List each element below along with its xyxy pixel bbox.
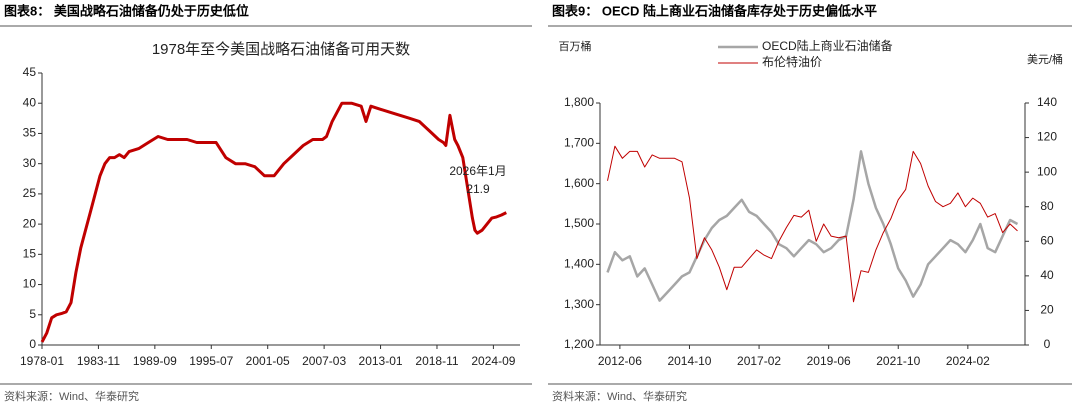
legend-label: 布伦特油价 [762,54,822,69]
y-tick-label: 1,700 [564,136,594,150]
y-tick-label: 40 [23,95,37,109]
header: 图表9： OECD 陆上商业石油储备库存处于历史偏低水平 [552,3,877,18]
x-tick-label: 2024-09 [471,354,515,368]
y-tick-label: 20 [23,216,37,230]
y2-tick-label: 20 [1040,303,1054,317]
y-tick-label: 1,200 [564,337,594,351]
source: 资料来源：Wind、华泰研究 [552,389,687,403]
y-tick-label: 1,500 [564,216,594,230]
y-tick-label: 0 [29,337,36,351]
y-tick-label: 30 [23,156,37,170]
y2-tick-label: 80 [1040,199,1054,213]
y-tick-label: 5 [29,307,36,321]
header: 图表8： 美国战略石油储备仍处于历史低位 [4,3,249,18]
y2-tick-label: 140 [1037,95,1057,109]
y2-tick-label: 40 [1040,268,1054,282]
x-tick-label: 2017-02 [737,354,781,368]
y2-tick-label: 0 [1044,337,1051,351]
source: 资料来源：Wind、华泰研究 [4,389,139,403]
x-tick-label: 2012-06 [598,354,642,368]
y2-axis-label: 美元/桶 [1027,52,1063,66]
x-tick-label: 1983-11 [77,354,120,368]
y2-tick-label: 100 [1037,164,1057,178]
y2-tick-label: 60 [1040,233,1054,247]
y-tick-label: 25 [23,186,37,200]
y-tick-label: 1,800 [564,95,594,109]
y-tick-label: 1,300 [564,297,594,311]
annotation: 21.9 [466,182,490,196]
y-tick-label: 45 [23,65,37,79]
y2-tick-label: 120 [1037,130,1057,144]
y-tick-label: 1,400 [564,257,594,271]
x-tick-label: 1978-01 [20,354,64,368]
series-line [607,145,1018,303]
x-tick-label: 2014-10 [667,354,711,368]
y-tick-label: 35 [23,126,37,140]
x-tick-label: 2021-10 [876,354,920,368]
x-tick-label: 2024-02 [946,354,990,368]
x-tick-label: 2018-11 [415,354,458,368]
series-line [606,150,1019,302]
y-axis-label: 百万桶 [559,39,592,53]
series-line [40,101,507,343]
y-tick-label: 10 [23,277,37,291]
chart-title: 1978年至今美国战略石油储备可用天数 [152,41,410,58]
y-tick-label: 15 [23,247,37,261]
x-tick-label: 1989-09 [133,354,177,368]
annotation: 2026年1月 [449,164,506,178]
x-tick-label: 2001-05 [246,354,290,368]
x-tick-label: 2007-03 [302,354,346,368]
legend-label: OECD陆上商业石油储备 [762,38,893,53]
x-tick-label: 2019-06 [807,354,851,368]
x-tick-label: 2013-01 [359,354,403,368]
x-tick-label: 1995-07 [189,354,233,368]
y-tick-label: 1,600 [564,176,594,190]
